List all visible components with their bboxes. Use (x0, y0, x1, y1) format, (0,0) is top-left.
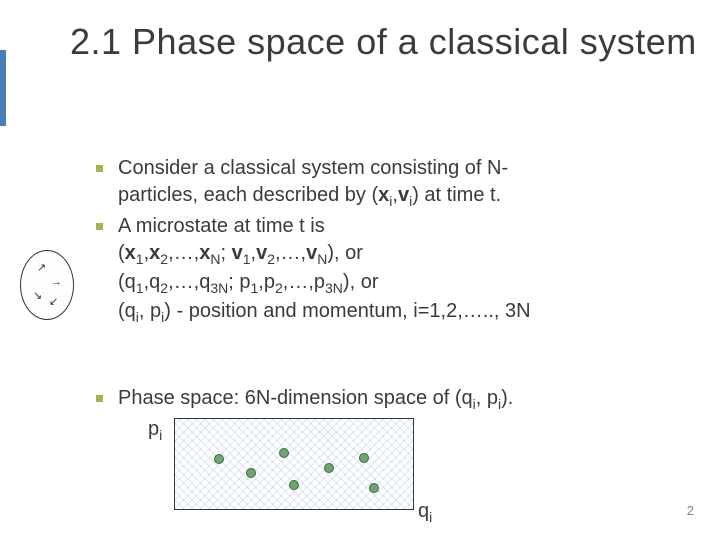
bullet-icon (96, 395, 103, 402)
subscript: i (429, 509, 432, 525)
phase-space-plot (174, 418, 414, 510)
text: ,…, (168, 242, 199, 264)
plot-point (369, 483, 379, 493)
bullet-text: Consider a classical system consisting o… (118, 157, 508, 179)
plot-point (289, 480, 299, 490)
arrow-icon: ↙ (49, 297, 58, 308)
arrow-icon: ↘ (33, 291, 42, 302)
arrow-icon: → (51, 277, 62, 288)
bold-var: v (232, 242, 243, 264)
bullet-text: A microstate at time t is (118, 215, 325, 237)
subscript: 2 (275, 280, 283, 296)
subscript: N (317, 251, 327, 267)
bold-var: v (256, 242, 267, 264)
subscript: 2 (267, 251, 275, 267)
text: (q (118, 271, 136, 293)
text: ,…, (275, 242, 306, 264)
text: ,q (144, 271, 161, 293)
label-base: p (148, 418, 159, 440)
text: ( (118, 242, 125, 264)
label-base: q (418, 500, 429, 522)
title-accent-bar (0, 50, 6, 126)
text: ,p (258, 271, 275, 293)
plot-rect (174, 418, 414, 510)
plot-point (359, 453, 369, 463)
page-title: 2.1 Phase space of a classical system (70, 20, 697, 63)
bullet-icon (96, 223, 103, 230)
subscript: N (210, 251, 220, 267)
bullet-item: A microstate at time t is (x1,x2,…,xN; v… (118, 213, 698, 327)
text: , p (476, 387, 498, 409)
subscript: 1 (243, 251, 251, 267)
text: , p (139, 300, 161, 322)
bullet-list: Consider a classical system consisting o… (118, 155, 698, 329)
page-number: 2 (687, 503, 694, 518)
bullet-text: Phase space: 6N-dimension space of (q (118, 387, 473, 409)
plot-point (246, 468, 256, 478)
text: ). (501, 387, 513, 409)
subscript: 1 (136, 280, 144, 296)
bold-var: v (398, 184, 409, 206)
text: ; p (228, 271, 250, 293)
bold-var: x (199, 242, 210, 264)
subscript: i (159, 427, 162, 443)
text: ,…,p (283, 271, 325, 293)
text: ), or (327, 242, 363, 264)
subscript: 3N (210, 280, 228, 296)
bullet-item: Consider a classical system consisting o… (118, 155, 698, 211)
text: ), or (343, 271, 379, 293)
plot-point (324, 463, 334, 473)
subscript: 1 (136, 251, 144, 267)
bold-var: v (306, 242, 317, 264)
bullet-item: Phase space: 6N-dimension space of (qi, … (118, 385, 698, 414)
plot-x-label: qi (418, 500, 432, 525)
text: ,…,q (168, 271, 210, 293)
subscript: 2 (160, 280, 168, 296)
arrow-icon: ↗ (37, 263, 46, 274)
bullet-icon (96, 165, 103, 172)
ellipse-shape: ↗ → ↘ ↙ (20, 250, 74, 320)
subscript: 3N (325, 280, 343, 296)
plot-point (279, 448, 289, 458)
bullet-text: ) at time t. (412, 184, 501, 206)
bold-var: x (378, 184, 389, 206)
subscript: 2 (160, 251, 168, 267)
bullet-text: particles, each described by ( (118, 184, 378, 206)
text: ) - position and momentum, i=1,2,….., 3N (164, 300, 530, 322)
bold-var: x (149, 242, 160, 264)
bold-var: x (125, 242, 136, 264)
text: ; (220, 242, 231, 264)
text: (q (118, 300, 136, 322)
plot-point (214, 454, 224, 464)
particle-ellipse-diagram: ↗ → ↘ ↙ (20, 250, 74, 320)
plot-y-label: pi (148, 418, 162, 443)
